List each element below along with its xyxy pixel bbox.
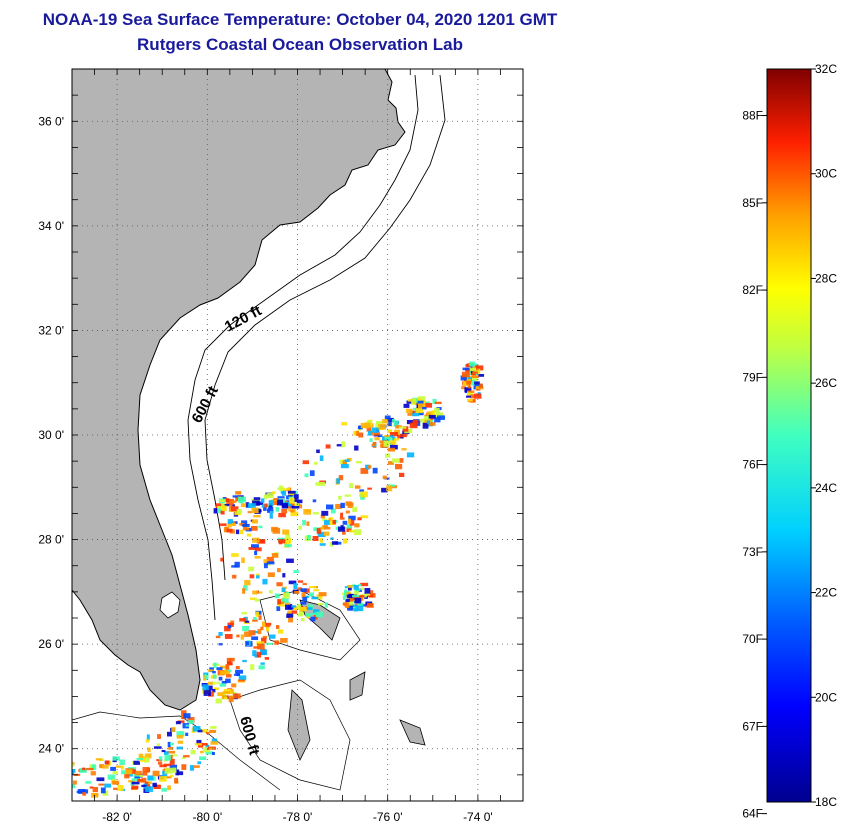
colorbar-celsius-label: 26C — [815, 376, 837, 390]
colorbar-celsius-label: 18C — [815, 795, 837, 809]
lake-okeechobee — [159, 591, 181, 619]
colorbar-fahrenheit-label: 76F — [742, 458, 763, 472]
depth-contour-120ft — [187, 74, 419, 621]
lon-tick-label: -82 0' — [102, 810, 132, 824]
lat-lon-grid — [72, 69, 523, 801]
colorbar-celsius-label: 30C — [815, 167, 837, 181]
lon-tick-label: -76 0' — [373, 810, 403, 824]
lon-tick-label: -80 0' — [192, 810, 222, 824]
bahamas-island — [287, 689, 311, 761]
colorbar-fahrenheit-label: 85F — [742, 196, 763, 210]
lat-tick-label: 36 0' — [38, 114, 64, 128]
land-mass — [72, 69, 406, 711]
colorbar-fahrenheit-label: 70F — [742, 632, 763, 646]
lon-tick-label: -74 0' — [463, 810, 493, 824]
map-subtitle: Rutgers Coastal Ocean Observation Lab — [137, 35, 463, 54]
lat-tick-label: 32 0' — [38, 323, 64, 337]
colorbar-fahrenheit-label: 73F — [742, 545, 763, 559]
colorbar-celsius-label: 32C — [815, 62, 837, 76]
depth-contour-600ft — [204, 74, 446, 581]
sst-data-layer — [72, 361, 485, 798]
axis-labels: 36 0' 34 0' 32 0' 30 0' 28 0' 26 0' 24 0' -82 0… — [38, 114, 492, 824]
colorbar-celsius-label: 28C — [815, 271, 837, 285]
map-title: NOAA-19 Sea Surface Temperature: October… — [42, 10, 558, 29]
colorbar-fahrenheit-label: 67F — [742, 719, 763, 733]
colorbar-fahrenheit-label: 88F — [742, 109, 763, 123]
lat-tick-label: 26 0' — [38, 637, 64, 651]
colorbar-celsius-label: 20C — [815, 690, 837, 704]
colorbar-fahrenheit-label: 82F — [742, 283, 763, 297]
lat-tick-label: 24 0' — [38, 742, 64, 756]
colorbar-scale — [766, 68, 812, 803]
lat-tick-label: 30 0' — [38, 428, 64, 442]
lat-tick-label: 34 0' — [38, 219, 64, 233]
colorbar-celsius-label: 22C — [815, 586, 837, 600]
colorbar-celsius-label: 24C — [815, 481, 837, 495]
colorbar-fahrenheit-label: 79F — [742, 370, 763, 384]
colorbar-labels: 32C 30C 28C 26C 24C 22C 20C 18C 88F 85F 82F 79F 76F 7… — [742, 62, 837, 821]
colorbar-fahrenheit-label: 64F — [742, 807, 763, 821]
lon-tick-label: -78 0' — [283, 810, 313, 824]
depth-contour-keys — [72, 711, 281, 791]
lat-tick-label: 28 0' — [38, 533, 64, 547]
bahamas-island — [399, 719, 426, 746]
axis-ticks — [71, 68, 524, 802]
bahamas-island — [349, 671, 366, 701]
